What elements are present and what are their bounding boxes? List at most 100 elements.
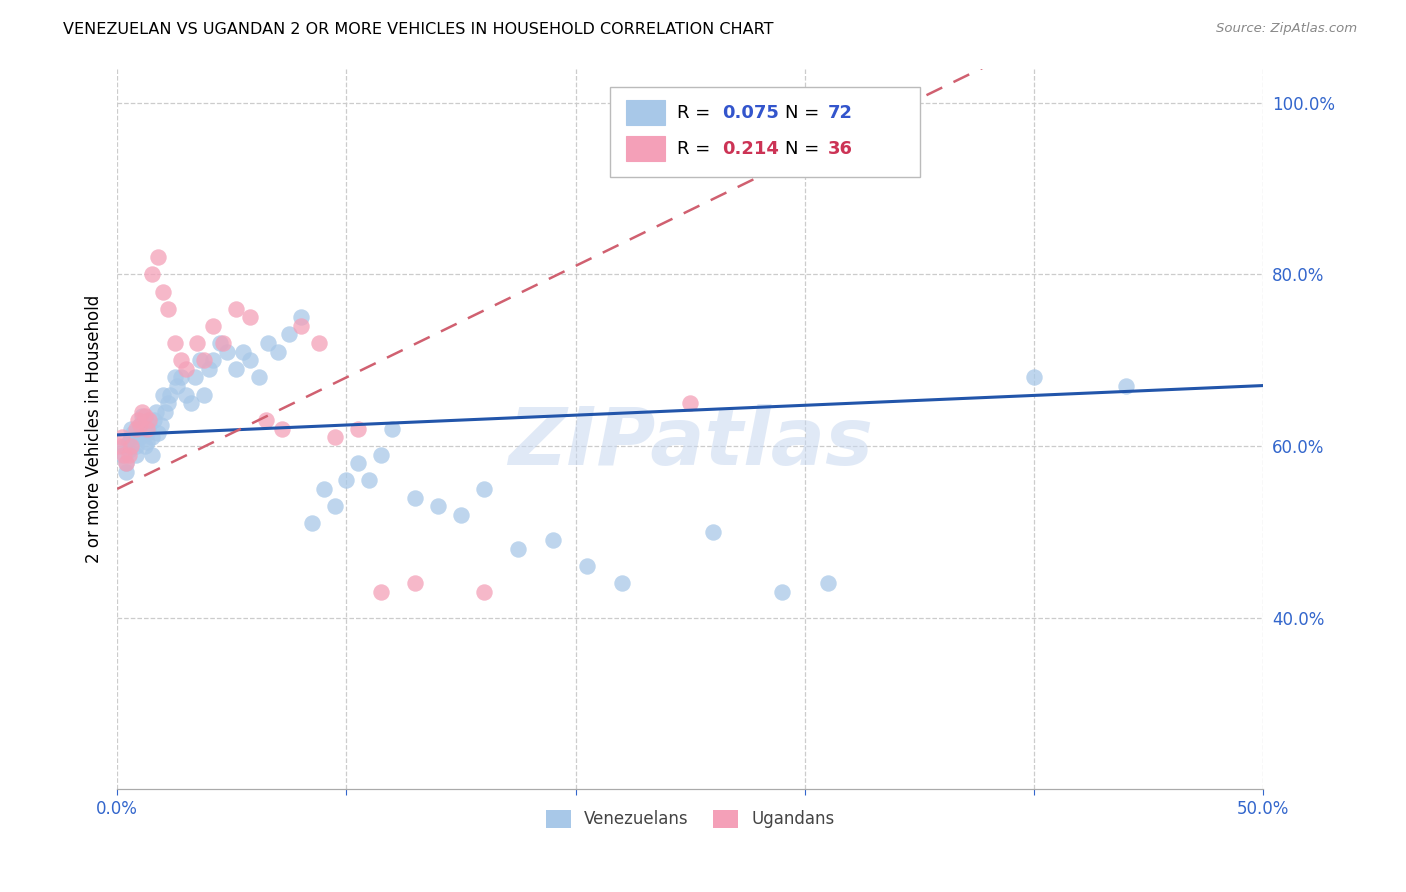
Point: [239, 353, 262, 368]
Text: Source: ZipAtlas.com: Source: ZipAtlas.com: [1216, 22, 1357, 36]
Point: [141, 448, 163, 462]
Point: [108, 439, 131, 453]
Point: [404, 576, 426, 591]
Y-axis label: 2 or more Vehicles in Household: 2 or more Vehicles in Household: [86, 294, 103, 563]
FancyBboxPatch shape: [626, 136, 665, 161]
Point: [111, 430, 134, 444]
Point: [152, 387, 174, 401]
Point: [239, 310, 262, 325]
Point: [174, 361, 197, 376]
Point: [115, 456, 138, 470]
Point: [124, 422, 146, 436]
Point: [124, 439, 146, 453]
Point: [118, 448, 141, 462]
Point: [141, 268, 163, 282]
Point: [257, 336, 280, 351]
Point: [115, 465, 138, 479]
Point: [156, 301, 179, 316]
Point: [472, 482, 495, 496]
Point: [576, 559, 599, 574]
Text: R =: R =: [676, 104, 710, 122]
Point: [271, 422, 294, 436]
Point: [370, 585, 392, 599]
Point: [541, 533, 564, 548]
Point: [138, 417, 160, 432]
Point: [254, 413, 277, 427]
Point: [225, 361, 247, 376]
Point: [148, 250, 170, 264]
Point: [149, 417, 172, 432]
Point: [122, 426, 145, 441]
Point: [152, 285, 174, 299]
Point: [278, 327, 301, 342]
Point: [134, 439, 156, 453]
Text: R =: R =: [676, 140, 710, 158]
Point: [381, 422, 404, 436]
Point: [217, 344, 239, 359]
Point: [266, 344, 288, 359]
Point: [136, 426, 159, 441]
Point: [301, 516, 323, 531]
Point: [335, 474, 357, 488]
Text: N =: N =: [786, 140, 820, 158]
Point: [202, 318, 225, 333]
Point: [129, 417, 152, 432]
Point: [610, 576, 633, 591]
Point: [111, 448, 134, 462]
Point: [134, 426, 156, 441]
Point: [202, 353, 225, 368]
Point: [347, 422, 370, 436]
Point: [124, 448, 146, 462]
Point: [163, 336, 186, 351]
Point: [163, 370, 186, 384]
Point: [131, 409, 153, 423]
Point: [112, 439, 135, 453]
Point: [174, 387, 197, 401]
Point: [347, 456, 370, 470]
Point: [472, 585, 495, 599]
Point: [323, 499, 346, 513]
Point: [112, 448, 135, 462]
Point: [184, 370, 207, 384]
Point: [770, 585, 793, 599]
Point: [127, 413, 149, 427]
Point: [118, 434, 141, 449]
Point: [359, 474, 381, 488]
Point: [159, 387, 181, 401]
Point: [131, 422, 153, 436]
Text: VENEZUELAN VS UGANDAN 2 OR MORE VEHICLES IN HOUSEHOLD CORRELATION CHART: VENEZUELAN VS UGANDAN 2 OR MORE VEHICLES…: [63, 22, 773, 37]
Point: [198, 361, 221, 376]
Point: [138, 413, 160, 427]
Point: [170, 370, 193, 384]
Point: [404, 491, 426, 505]
Text: N =: N =: [786, 104, 820, 122]
Point: [148, 426, 170, 441]
Point: [211, 336, 233, 351]
Point: [702, 524, 724, 539]
Text: 0.214: 0.214: [723, 140, 779, 158]
Point: [225, 301, 247, 316]
FancyBboxPatch shape: [626, 100, 665, 125]
Point: [290, 310, 312, 325]
Point: [1115, 379, 1137, 393]
Point: [817, 576, 839, 591]
Point: [129, 430, 152, 444]
Point: [508, 541, 530, 556]
Point: [290, 318, 312, 333]
Point: [308, 336, 330, 351]
Point: [370, 448, 392, 462]
FancyBboxPatch shape: [610, 87, 920, 177]
Point: [134, 409, 156, 423]
Point: [247, 370, 270, 384]
Point: [679, 396, 702, 410]
Point: [193, 353, 215, 368]
Point: [145, 405, 167, 419]
Point: [120, 422, 142, 436]
Point: [120, 430, 142, 444]
Point: [427, 499, 450, 513]
Point: [450, 508, 472, 522]
Point: [118, 443, 141, 458]
Point: [193, 387, 215, 401]
Point: [188, 353, 211, 368]
Point: [141, 430, 163, 444]
